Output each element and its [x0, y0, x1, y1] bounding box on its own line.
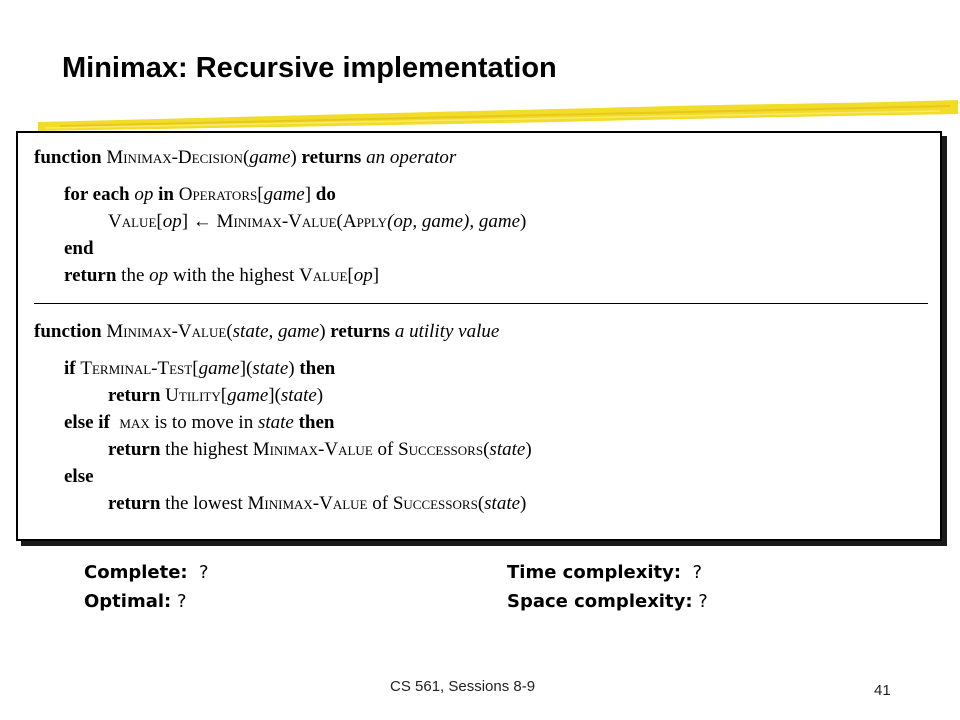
value-if-line: if Terminal-Test[game](state) then [64, 358, 336, 379]
section-divider [34, 303, 928, 304]
page-number: 41 [874, 682, 891, 699]
slide-title: Minimax: Recursive implementation [62, 52, 557, 84]
assign-arrow: ← [188, 211, 217, 232]
value-return-lowest-line: return the lowest Minimax-Value of Succe… [108, 493, 527, 514]
title-underline-swash [38, 100, 958, 131]
decision-for-line: for each op in Operators[game] do [64, 184, 336, 205]
keyword-function: function [34, 147, 102, 168]
decision-assign-line: Value[op] ← Minimax-Value(Apply(op, game… [108, 211, 527, 232]
return-type: an operator [366, 147, 457, 168]
function-name: Minimax-Decision [106, 147, 243, 168]
value-return-highest-line: return the highest Minimax-Value of Succ… [108, 439, 532, 460]
value-elseif-line: else if max is to move in state then [64, 412, 335, 433]
keyword-returns: returns [301, 147, 362, 168]
property-space-complexity: Space complexity: ? [507, 591, 708, 612]
decision-end-line: end [64, 238, 94, 259]
property-complete: Complete: ? [84, 562, 209, 583]
property-time-complexity: Time complexity: ? [507, 562, 703, 583]
value-return-utility-line: return Utility[game](state) [108, 385, 324, 406]
footer-course: CS 561, Sessions 8-9 [390, 678, 536, 695]
value-else-line: else [64, 466, 94, 487]
algorithm-box: function Minimax-Decision(game) returns … [16, 131, 942, 541]
decision-return-line: return the op with the highest Value[op] [64, 265, 380, 286]
decision-signature: function Minimax-Decision(game) returns … [34, 147, 457, 168]
property-optimal: Optimal: ? [84, 591, 187, 612]
value-signature: function Minimax-Value(state, game) retu… [34, 321, 500, 342]
